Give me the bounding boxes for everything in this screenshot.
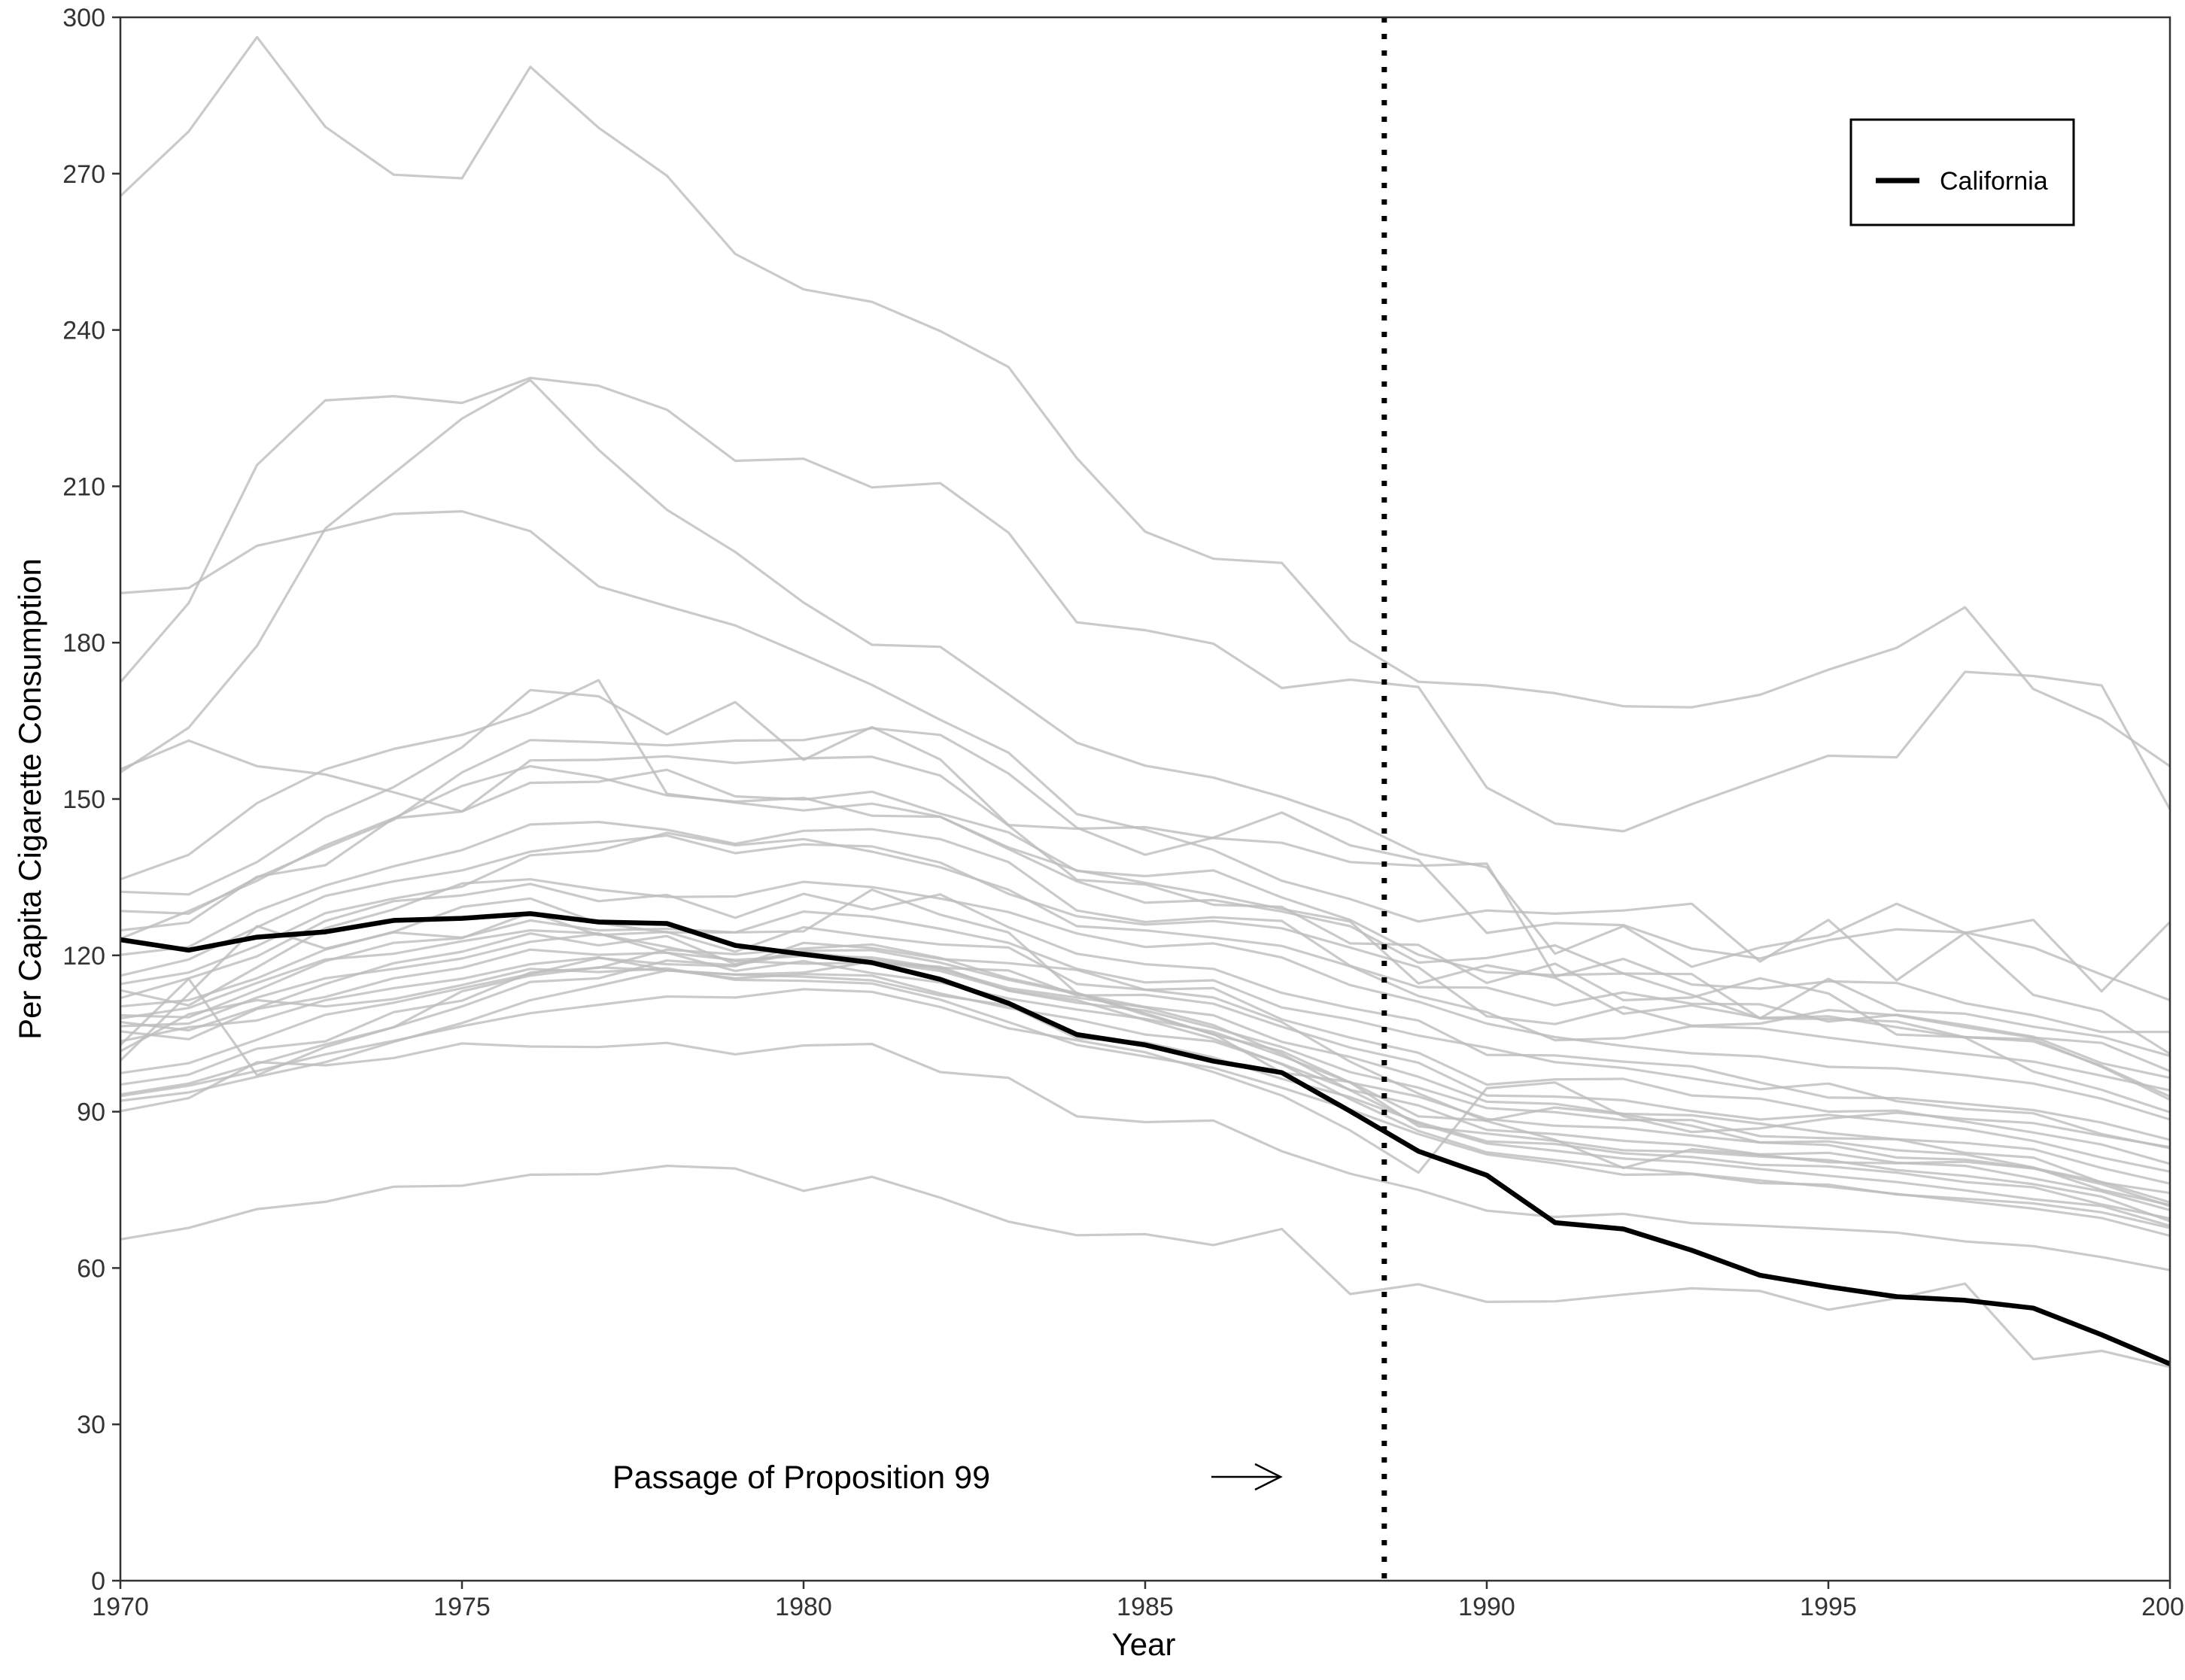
x-tick-label: 1985 bbox=[1117, 1593, 1174, 1621]
series-line-control-14 bbox=[120, 878, 2171, 1121]
y-tick-label: 90 bbox=[77, 1098, 105, 1127]
series-line-control-4 bbox=[120, 378, 2171, 1056]
series-line-control-13 bbox=[120, 831, 2171, 1092]
series-line-control-30 bbox=[120, 1041, 2171, 1271]
series-line-control-16 bbox=[120, 897, 2171, 1150]
y-tick-label: 270 bbox=[62, 160, 105, 189]
series-line-control-15 bbox=[120, 883, 2171, 1141]
legend-label-california: California bbox=[1940, 167, 2048, 196]
x-tick-label: 1980 bbox=[775, 1593, 832, 1621]
x-axis: 1970 1975 1980 1985 1990 1995 2000 bbox=[92, 1581, 2185, 1621]
y-tick-label: 210 bbox=[62, 472, 105, 501]
series-line-control-23 bbox=[119, 966, 2171, 1220]
series-line-control-7 bbox=[120, 688, 2170, 1034]
y-tick-label: 240 bbox=[62, 317, 105, 345]
series-line-control-20 bbox=[120, 932, 2171, 1195]
series-line-control-6 bbox=[120, 679, 2171, 1113]
series-line-control-27 bbox=[120, 943, 2171, 1223]
series-line-control-25 bbox=[119, 888, 2171, 1207]
y-tick-label: 30 bbox=[77, 1411, 105, 1439]
series-line-control-10 bbox=[120, 764, 2171, 1058]
series-line-control-12 bbox=[120, 834, 2171, 1073]
y-axis-title: Per Capita Cigarette Consumption bbox=[12, 558, 47, 1040]
annotation: Passage of Proposition 99 bbox=[612, 1460, 1283, 1496]
x-tick-label: 1970 bbox=[92, 1593, 149, 1621]
x-tick-label: 1975 bbox=[433, 1593, 491, 1621]
series-line-control-1 bbox=[119, 35, 2171, 767]
y-axis: 0 30 60 90 120 150 180 210 240 270 300 bbox=[62, 4, 120, 1596]
series-line-control-29 bbox=[120, 960, 2171, 1238]
series-line-control-11 bbox=[120, 820, 2171, 1080]
series-line-control-32 bbox=[120, 1165, 2171, 1369]
annotation-text: Passage of Proposition 99 bbox=[612, 1460, 990, 1496]
series-line-california bbox=[120, 911, 2171, 1366]
series-line-control-22 bbox=[120, 956, 2171, 1212]
x-tick-label: 1995 bbox=[1800, 1593, 1857, 1621]
y-tick-label: 180 bbox=[62, 629, 105, 658]
y-tick-label: 300 bbox=[62, 4, 105, 32]
series-line-control-26 bbox=[120, 941, 2171, 1208]
x-axis-title: Year bbox=[1112, 1627, 1176, 1662]
series-line-control-8 bbox=[120, 727, 2171, 1001]
series-line-control-9 bbox=[120, 755, 2171, 1101]
arrow-right-icon bbox=[1211, 1463, 1283, 1491]
series-line-control-2 bbox=[119, 376, 2171, 833]
y-tick-label: 60 bbox=[77, 1254, 105, 1283]
x-tick-label: 1990 bbox=[1458, 1593, 1515, 1621]
y-tick-label: 150 bbox=[62, 785, 105, 814]
y-tick-label: 0 bbox=[91, 1567, 105, 1596]
plot-area bbox=[119, 35, 2171, 1369]
legend: California bbox=[1849, 118, 2075, 226]
series-line-control-3 bbox=[120, 510, 2171, 993]
x-tick-label: 2000 bbox=[2141, 1593, 2185, 1621]
legend-box bbox=[1849, 118, 2075, 226]
series-line-control-18 bbox=[120, 929, 2171, 1173]
y-tick-label: 120 bbox=[62, 942, 105, 971]
series-line-control-24 bbox=[120, 967, 2171, 1229]
series-line-control-31 bbox=[120, 988, 2171, 1174]
series-line-control-28 bbox=[120, 951, 2171, 1227]
